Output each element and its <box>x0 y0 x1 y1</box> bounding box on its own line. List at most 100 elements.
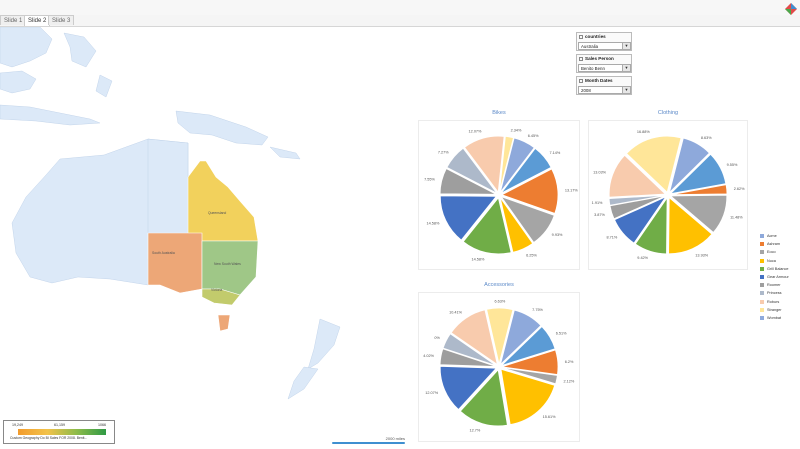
pie-slice[interactable] <box>500 196 555 244</box>
pie-slice[interactable] <box>500 168 559 214</box>
landmass-asia <box>0 27 53 68</box>
pie-slice[interactable] <box>439 365 498 411</box>
pie-data-label: 16.88% <box>637 130 651 134</box>
pie-slice[interactable] <box>614 195 667 244</box>
chevron-down-icon[interactable]: ▼ <box>622 43 630 49</box>
pie-slice[interactable] <box>501 367 558 385</box>
legend-item[interactable]: Wombat <box>760 314 800 322</box>
legend-item[interactable]: Roburs <box>760 298 800 306</box>
pie-data-label: 2.62% <box>734 187 745 191</box>
chevron-down-icon[interactable]: ▼ <box>622 65 630 71</box>
filter-icon <box>579 78 583 83</box>
pie-slice[interactable] <box>609 195 666 220</box>
pie-slice[interactable] <box>634 196 668 255</box>
pie-chart-clothing-panel[interactable]: 8.63% 9.55% 2.62% 11.48% 13.93% 9.42% 8.71% 3.8… <box>588 120 748 270</box>
legend-label: Princess <box>767 291 782 296</box>
countries-select-value: Australia <box>581 44 599 49</box>
pie-data-label: 4.02% <box>423 354 434 358</box>
tab-slide-1[interactable]: Slide 1 <box>0 15 27 25</box>
pie-slice[interactable] <box>608 194 666 206</box>
tab-slide-3[interactable]: Slide 3 <box>48 15 75 25</box>
pie-slice[interactable] <box>459 369 508 427</box>
legend-item[interactable]: Nuca <box>760 257 800 265</box>
pie-slice[interactable] <box>462 197 512 255</box>
legend-min-value: 19,249 <box>12 423 23 427</box>
sales-person-select[interactable]: Benito Benn ▼ <box>578 64 631 72</box>
filter-icon <box>579 56 583 61</box>
pie-slice[interactable] <box>669 194 728 233</box>
pie-chart-accessories[interactable]: 7.75% 6.51% 6.2% 2.12% 15.61% 12.7% 12.07% 4.02… <box>419 293 579 441</box>
pie-chart-bikes[interactable]: 6.45% 7.14% 13.17% 9.93% 6.25% 14.58% 14.58% 7.… <box>419 121 579 269</box>
month-dates-select[interactable]: 2008 ▼ <box>578 86 631 94</box>
landmass-sulawesi <box>95 74 113 98</box>
legend-label: Acme <box>767 234 777 239</box>
pie-slice[interactable] <box>670 184 728 196</box>
pie-slice[interactable] <box>499 137 535 193</box>
legend-label: Eoco <box>767 250 776 255</box>
legend-item[interactable]: Roomer <box>760 281 800 289</box>
legend-item[interactable]: Stranger <box>760 306 800 314</box>
pie-slice[interactable] <box>450 309 498 366</box>
legend-swatch <box>760 291 764 296</box>
landmass-philippines <box>63 32 97 68</box>
pie-data-label: 2.34% <box>511 128 522 132</box>
australia-map[interactable]: Queensland South Australia New South Wal… <box>0 27 400 449</box>
legend-item[interactable]: Grill Balance <box>760 265 800 273</box>
pie-chart-clothing[interactable]: 8.63% 9.55% 2.62% 11.48% 13.93% 9.42% 8.71% 3.8… <box>589 121 747 269</box>
pie-slice[interactable] <box>486 307 514 365</box>
legend-label: Stranger <box>767 307 782 312</box>
landmass-northern-territory <box>147 138 189 234</box>
pie-slice[interactable] <box>499 309 542 366</box>
pie-slice[interactable] <box>668 137 710 194</box>
map-label-victoria: Victoria <box>211 288 222 292</box>
app-logo-icon <box>785 3 797 15</box>
pie-slice[interactable] <box>499 197 534 253</box>
pie-slice[interactable] <box>626 135 682 193</box>
legend-item[interactable]: Eoco <box>760 248 800 256</box>
pie-slice[interactable] <box>608 154 667 198</box>
pie-data-label: 9.42% <box>637 256 648 260</box>
map-label-queensland: Queensland <box>208 211 226 215</box>
legend-item[interactable]: Gear Armour <box>760 273 800 281</box>
pie-data-label: 7.75% <box>532 308 543 312</box>
legend-item[interactable]: Ashram <box>760 240 800 248</box>
tab-slide-2[interactable]: Slide 2 <box>24 15 51 26</box>
pie-chart-accessories-panel[interactable]: 7.75% 6.51% 6.2% 2.12% 15.61% 12.7% 12.07% 4.02… <box>418 292 580 442</box>
pie-slice[interactable] <box>464 135 505 194</box>
pie-slice[interactable] <box>668 196 713 255</box>
pie-data-label: 8.63% <box>701 136 712 140</box>
legend-label: Nuca <box>767 258 776 263</box>
chart-legend: Acme Ashram Eoco Nuca Grill Balance Gear Armo… <box>760 232 800 322</box>
pie-slice[interactable] <box>439 195 498 241</box>
landmass-java <box>0 104 101 126</box>
pie-slice[interactable] <box>439 168 497 195</box>
filter-icon <box>579 34 583 39</box>
pie-slice[interactable] <box>501 326 556 366</box>
pie-data-label: 0% <box>434 336 440 340</box>
pie-slice[interactable] <box>446 147 498 194</box>
legend-item[interactable]: Princess <box>760 289 800 297</box>
pie-data-label: 11.48% <box>730 216 743 220</box>
filter-month-dates: Month Dates 2008 ▼ <box>576 76 632 95</box>
pie-slice[interactable] <box>500 147 552 194</box>
pie-slice[interactable] <box>500 368 556 425</box>
legend-swatch <box>760 234 764 239</box>
landmass-new-zealand-south <box>287 366 319 400</box>
pie-slice[interactable] <box>501 349 559 376</box>
pie-data-label: 7.55% <box>424 177 435 181</box>
pie-data-label: 10.41% <box>449 311 463 315</box>
countries-select[interactable]: Australia ▼ <box>578 42 631 50</box>
pie-slice[interactable] <box>442 333 497 367</box>
landmass-borneo <box>0 70 37 94</box>
pie-slice[interactable] <box>499 135 514 193</box>
legend-swatch <box>760 299 764 304</box>
legend-max-value: 1066 <box>98 423 106 427</box>
pie-slice[interactable] <box>439 348 497 367</box>
pie-slice[interactable] <box>669 153 727 195</box>
pie-data-label: 12.07% <box>469 130 483 134</box>
chevron-down-icon[interactable]: ▼ <box>622 87 630 93</box>
map-label-new-south-wales: New South Wales <box>214 262 241 266</box>
legend-item[interactable]: Acme <box>760 232 800 240</box>
region-victoria <box>201 288 241 306</box>
pie-chart-bikes-panel[interactable]: 6.45% 7.14% 13.17% 9.93% 6.25% 14.58% 14.58% 7.… <box>418 120 580 270</box>
